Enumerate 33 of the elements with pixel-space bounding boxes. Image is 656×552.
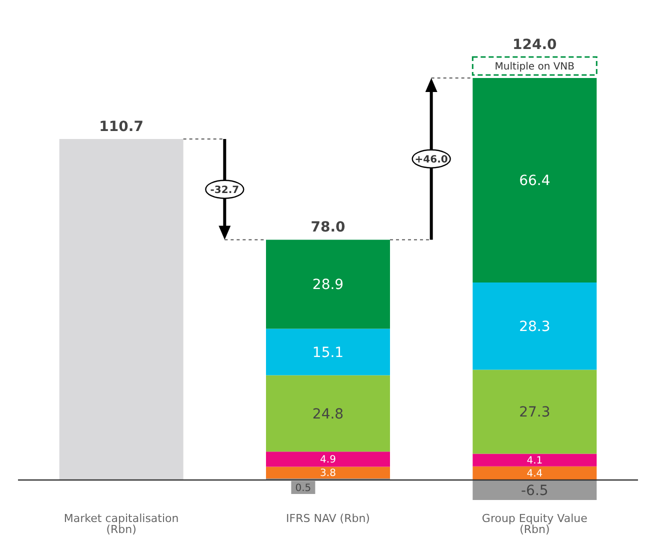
bar — [472, 480, 597, 500]
data-label: 4.9 — [320, 454, 336, 466]
data-label: 4.4 — [526, 468, 543, 480]
data-label: 66.4 — [519, 173, 550, 190]
bar — [59, 138, 184, 480]
data-label: 28.3 — [519, 319, 550, 336]
bar — [266, 240, 390, 329]
bar — [472, 454, 597, 466]
x-tick-label: Group Equity Value (Rbn) — [482, 512, 588, 536]
data-label: 0.5 — [295, 482, 312, 494]
text: Multiple on VNB — [494, 62, 575, 72]
total-label: 78.0 — [310, 220, 346, 236]
bar — [472, 78, 597, 283]
total-label: 110.7 — [99, 118, 144, 135]
bar — [266, 466, 390, 478]
bar — [266, 375, 390, 452]
total-label: 124.0 — [512, 37, 558, 53]
annotation: +46.0 — [414, 154, 448, 166]
data-label: 28.9 — [312, 277, 344, 294]
bar — [472, 466, 597, 480]
bar — [472, 282, 597, 370]
bar — [266, 452, 390, 467]
x-tick-label: Market capitalisation (Rbn) — [64, 512, 179, 536]
annotation: -32.7 — [210, 184, 240, 196]
data-label: 3.8 — [320, 468, 336, 480]
bar — [266, 328, 390, 376]
bar — [472, 370, 597, 454]
data-label: 24.8 — [312, 406, 344, 422]
data-label: 4.1 — [526, 456, 543, 467]
data-label: 15.1 — [312, 344, 344, 361]
data-label: 27.3 — [519, 404, 550, 421]
x-tick-label: IFRS NAV (Rbn) — [286, 512, 370, 525]
data-label: -6.5 — [521, 482, 548, 499]
